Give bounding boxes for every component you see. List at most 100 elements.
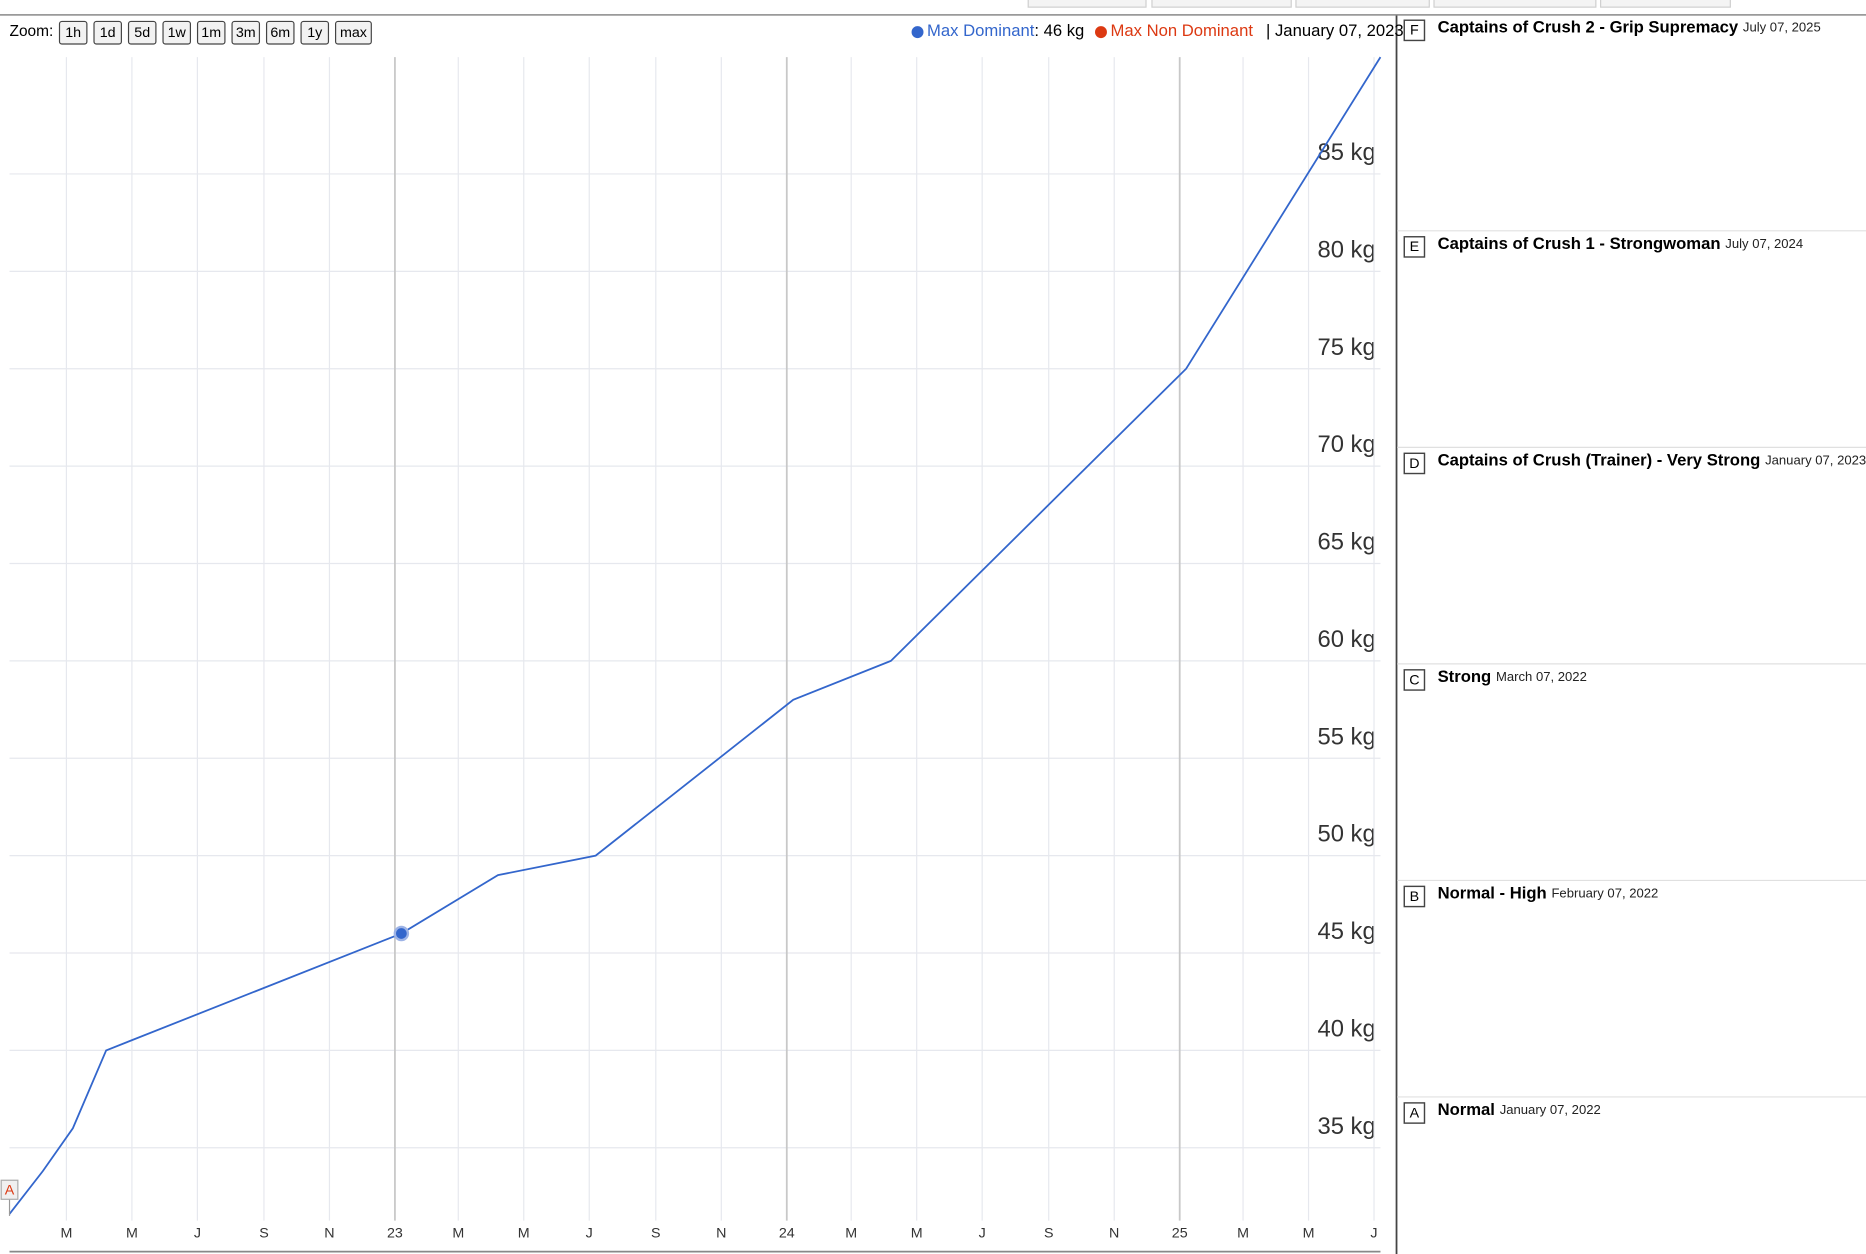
grid: 35 kg 40 kg 45 kg 50 kg 55 kg 60 kg 65 kg 70 kg… <box>9 57 1381 1242</box>
y-tick-label: 50 kg <box>1318 821 1376 848</box>
annotation-text: Normal - High February 07, 2022 <box>1438 884 1659 903</box>
annotation-letter[interactable]: E <box>1410 239 1420 255</box>
zoom-button-label[interactable]: 1w <box>168 25 187 41</box>
x-tick-label: N <box>716 1226 726 1242</box>
annotation-text: Normal January 07, 2022 <box>1438 1101 1601 1120</box>
annotation-title: Normal <box>1438 1101 1495 1120</box>
annotation-title: Captains of Crush (Trainer) - Very Stron… <box>1438 451 1761 470</box>
y-tick-label: 65 kg <box>1318 529 1376 556</box>
annotation-title: Strong <box>1438 668 1492 687</box>
annotation-letter[interactable]: F <box>1410 23 1419 39</box>
annotation-flag-letter[interactable]: A <box>5 1183 15 1199</box>
x-tick-label: M <box>518 1226 530 1242</box>
annotation-letter-box[interactable] <box>1403 19 1426 42</box>
x-tick-label: S <box>1044 1226 1054 1242</box>
legend-label: Max Non Dominant <box>1111 22 1254 41</box>
x-tick-label: M <box>452 1226 464 1242</box>
x-tick-label: J <box>979 1226 986 1242</box>
zoom-button[interactable] <box>127 20 157 45</box>
legend: Max Dominant: 46 kg Max Non Dominant | Jan… <box>911 22 1404 41</box>
hover-date: January 07, 2023 <box>1275 22 1404 41</box>
x-tick-label: N <box>324 1226 334 1242</box>
series-line <box>8 56 1382 1215</box>
legend-swatch <box>1095 26 1107 39</box>
legend-separator: : <box>1034 22 1043 41</box>
zoom-button-label[interactable]: 1d <box>100 25 116 41</box>
zoom-button[interactable] <box>162 20 192 45</box>
zoom-button-label[interactable]: 3m <box>236 25 256 41</box>
x-tick-label: J <box>586 1226 593 1242</box>
annotation-date: July 07, 2024 <box>1725 237 1803 252</box>
annotation-panel: F Captains of Crush 2 - Grip Supremacy Jul… <box>1397 18 1866 1124</box>
y-tick-label: 40 kg <box>1318 1015 1376 1042</box>
x-tick-label: N <box>1109 1226 1119 1242</box>
zoom-button-label[interactable]: 6m <box>270 25 290 41</box>
y-tick-label: 45 kg <box>1318 918 1376 945</box>
x-tick-label: M <box>60 1226 72 1242</box>
annotation-letter-box[interactable] <box>1403 452 1426 475</box>
x-tick-label: M <box>1237 1226 1249 1242</box>
annotation-letter-box[interactable] <box>1403 669 1426 691</box>
annotation-title: Normal - High <box>1438 884 1547 903</box>
annotation-text: Captains of Crush 2 - Grip Supremacy July… <box>1438 18 1821 37</box>
x-tick-label: 25 <box>1172 1226 1188 1242</box>
zoom-button[interactable] <box>265 20 295 45</box>
y-tick-label: 55 kg <box>1318 723 1376 750</box>
annotation-date: January 07, 2022 <box>1500 1103 1601 1118</box>
annotation-date: March 07, 2022 <box>1496 670 1587 685</box>
zoom-button[interactable] <box>196 20 226 45</box>
zoom-button-label[interactable]: max <box>340 25 367 41</box>
x-tick-label: M <box>126 1226 138 1242</box>
x-tick-label: S <box>651 1226 661 1242</box>
annotation-letter[interactable]: D <box>1409 456 1419 472</box>
x-tick-label: M <box>911 1226 923 1242</box>
legend-label: Max Dominant <box>927 22 1035 41</box>
x-tick-label: J <box>194 1226 201 1242</box>
annotation-title: Captains of Crush 2 - Grip Supremacy <box>1438 18 1739 37</box>
zoom-button[interactable] <box>58 20 88 45</box>
zoom-button-label[interactable]: 5d <box>134 25 150 41</box>
legend-text: Max Dominant: 46 kg <box>927 22 1084 41</box>
hover-point <box>393 925 410 942</box>
annotation-letter-box[interactable] <box>1403 1102 1426 1124</box>
hover-value: 46 kg <box>1044 22 1085 41</box>
annotation-date: July 07, 2025 <box>1743 20 1821 35</box>
annotation-letter[interactable]: A <box>1410 1105 1420 1121</box>
legend-separator: | <box>1266 22 1275 41</box>
annotation-letter[interactable]: B <box>1410 889 1420 905</box>
zoom-button[interactable] <box>231 20 261 45</box>
y-tick-label: 35 kg <box>1318 1113 1376 1140</box>
tab <box>1600 0 1731 8</box>
annotation-date: February 07, 2022 <box>1551 886 1658 901</box>
tab <box>1433 0 1597 8</box>
x-tick-label: S <box>259 1226 269 1242</box>
legend-swatch <box>911 26 924 39</box>
tab <box>1151 0 1292 8</box>
annotation-date: January 07, 2023 <box>1765 453 1866 468</box>
annotation-letter-box[interactable] <box>1403 885 1426 908</box>
annotation-flag[interactable] <box>0 1179 19 1200</box>
zoom-button-label[interactable]: 1m <box>201 25 221 41</box>
tab <box>1027 0 1147 8</box>
plot: A <box>0 56 1382 1216</box>
x-tick-label: 24 <box>779 1226 795 1242</box>
zoom-button[interactable] <box>334 20 372 45</box>
y-tick-label: 70 kg <box>1318 431 1376 458</box>
zoom-button[interactable] <box>93 20 122 45</box>
annotation-text: Captains of Crush 1 - Strongwoman July 07… <box>1438 234 1804 253</box>
annotation-title: Captains of Crush 1 - Strongwoman <box>1438 234 1721 253</box>
y-tick-label: 75 kg <box>1318 334 1376 361</box>
zoom-button-label[interactable]: 1y <box>307 25 323 41</box>
zoom-button-label[interactable]: 1h <box>65 25 81 41</box>
y-tick-label: 80 kg <box>1318 236 1376 263</box>
legend-text: Max Non Dominant | January 07, 2023 <box>1111 22 1404 41</box>
annotation-text: Captains of Crush (Trainer) - Very Stron… <box>1438 451 1866 470</box>
annotation-letter-box[interactable] <box>1403 236 1426 258</box>
y-tick-label: 60 kg <box>1318 626 1376 653</box>
zoom-button[interactable] <box>300 20 330 45</box>
annotation-letter[interactable]: C <box>1409 672 1419 688</box>
x-tick-label: M <box>845 1226 857 1242</box>
